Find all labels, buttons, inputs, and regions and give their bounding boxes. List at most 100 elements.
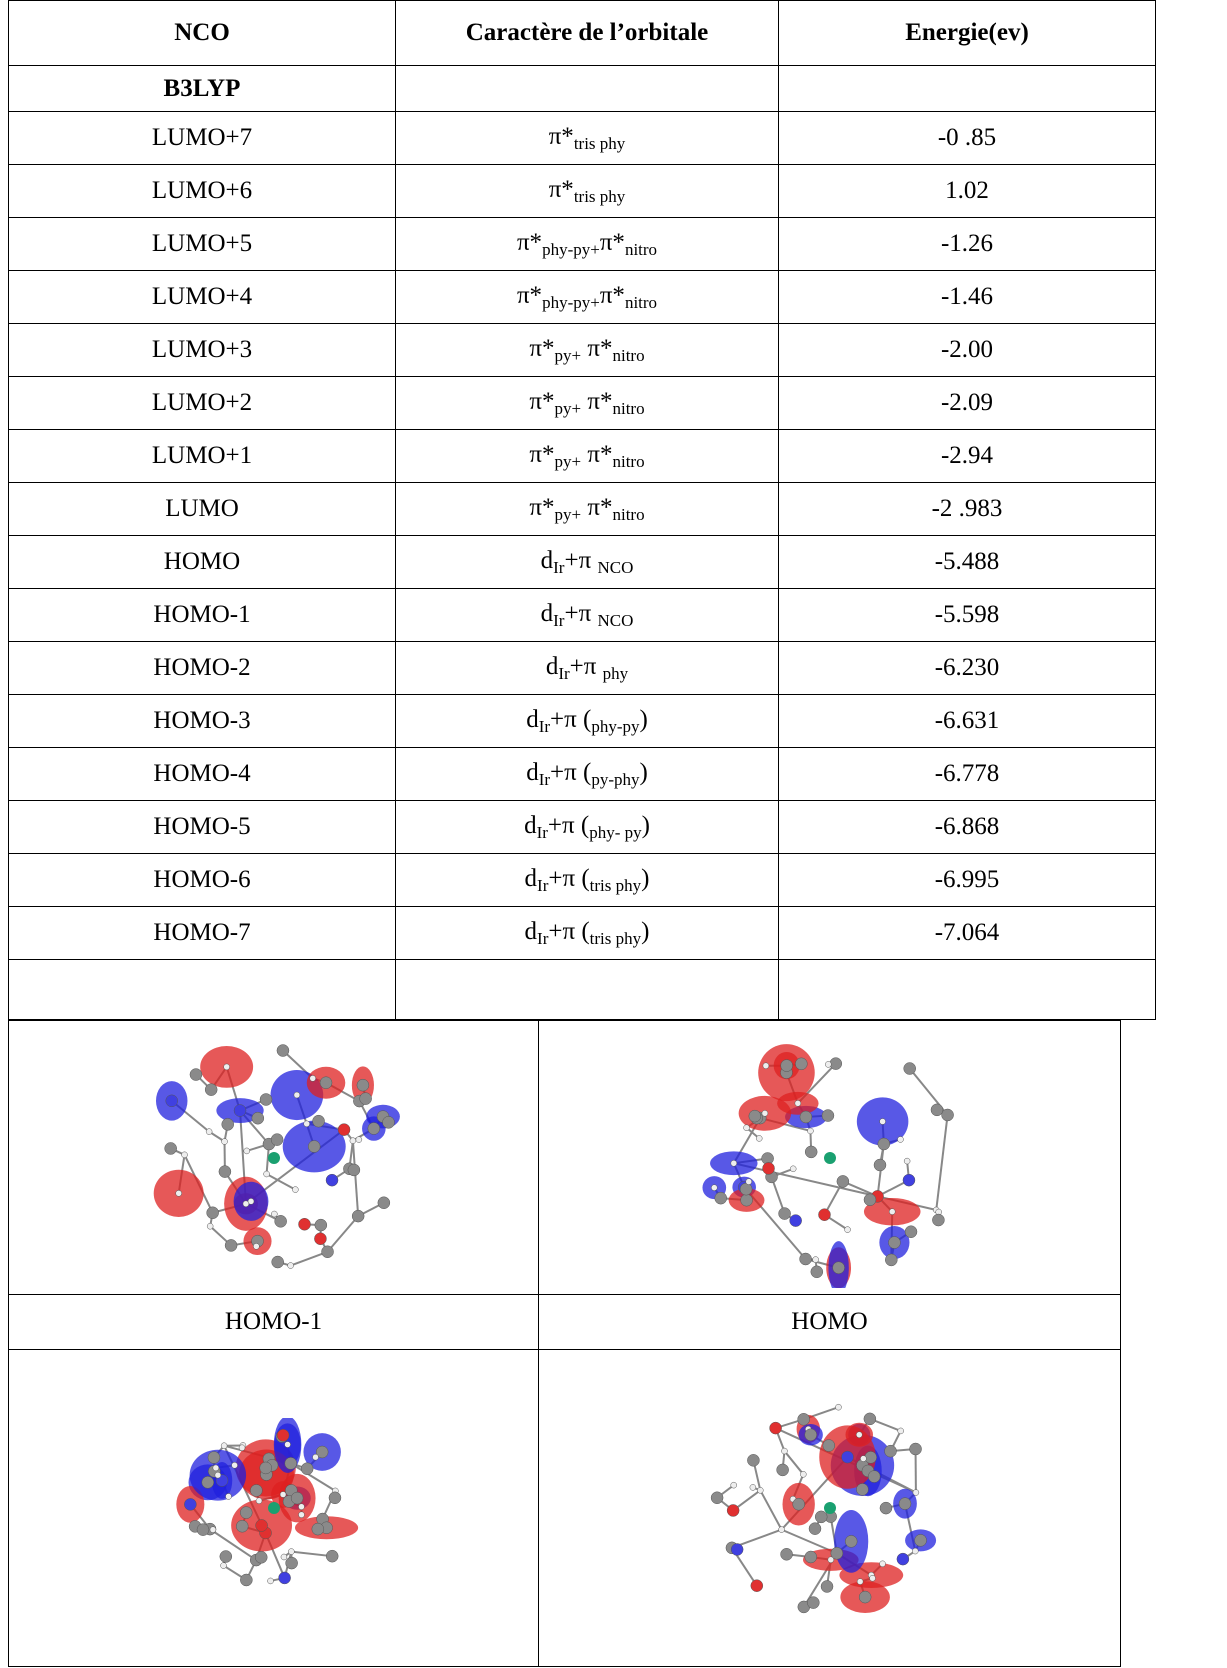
image-row bbox=[9, 1350, 1121, 1667]
atom bbox=[298, 1504, 304, 1510]
atom bbox=[795, 1057, 807, 1069]
atom bbox=[320, 1076, 332, 1088]
character-cell: dIr+π (tris phy) bbox=[396, 907, 779, 960]
character-text: d bbox=[524, 812, 537, 839]
empty-cell bbox=[9, 960, 396, 1020]
character-cell: π*py+ π*nitro bbox=[396, 483, 779, 536]
atom bbox=[164, 1142, 176, 1154]
atom bbox=[877, 1138, 889, 1150]
atom bbox=[780, 1548, 792, 1560]
character-text: +π bbox=[564, 547, 597, 574]
atom bbox=[271, 1256, 283, 1268]
character-subscript: Ir bbox=[537, 823, 548, 842]
caption-row: HOMO-1 HOMO bbox=[9, 1295, 1121, 1350]
energy-cell: -6.995 bbox=[779, 854, 1156, 907]
atom bbox=[243, 1147, 249, 1153]
atom bbox=[309, 1075, 315, 1081]
atom bbox=[355, 1136, 361, 1142]
character-subscript: py-phy bbox=[591, 770, 639, 789]
atom bbox=[825, 1061, 831, 1067]
atom bbox=[745, 1178, 751, 1184]
atom bbox=[889, 1208, 895, 1214]
atom bbox=[251, 1112, 263, 1124]
atom bbox=[740, 1194, 752, 1206]
orbital-image bbox=[144, 1033, 404, 1283]
character-subscript: Ir bbox=[558, 664, 569, 683]
atom bbox=[884, 1445, 896, 1457]
atom bbox=[231, 1462, 237, 1468]
character-text: d bbox=[526, 706, 539, 733]
atom bbox=[799, 1110, 811, 1122]
image-cell bbox=[9, 1021, 539, 1295]
atom bbox=[747, 1454, 759, 1466]
energy-cell: -7.064 bbox=[779, 907, 1156, 960]
atom bbox=[284, 1442, 290, 1448]
header-cell: Energie(ev) bbox=[779, 1, 1156, 66]
atom bbox=[201, 1476, 213, 1488]
metal-atom bbox=[268, 1502, 280, 1514]
atom bbox=[780, 1059, 792, 1071]
atom bbox=[184, 1498, 196, 1510]
atom bbox=[879, 1502, 891, 1514]
atom bbox=[914, 1534, 926, 1546]
atom bbox=[789, 1214, 801, 1226]
orbital-cell: LUMO+4 bbox=[9, 271, 396, 324]
character-subscript: phy- py bbox=[589, 823, 641, 842]
character-text: d bbox=[541, 600, 554, 627]
character-subscript: Ir bbox=[539, 770, 550, 789]
atom bbox=[864, 1451, 876, 1463]
atom bbox=[812, 1256, 818, 1262]
atom bbox=[314, 1232, 326, 1244]
energy-cell: -2 .983 bbox=[779, 483, 1156, 536]
character-subscript: py+ bbox=[555, 452, 582, 471]
orbital-cell: HOMO-5 bbox=[9, 801, 396, 854]
atom bbox=[328, 1492, 340, 1504]
character-subscript: phy-py bbox=[591, 717, 639, 736]
atom bbox=[207, 1223, 213, 1229]
character-subscript: phy-py+ bbox=[542, 293, 600, 312]
atom bbox=[797, 1413, 809, 1425]
atom bbox=[805, 1145, 817, 1157]
character-subscript: phy-py+ bbox=[542, 240, 600, 259]
atom bbox=[367, 1122, 379, 1134]
character-subscript: phy bbox=[603, 664, 629, 683]
orbital-image bbox=[164, 1418, 384, 1598]
orbital-cell: LUMO bbox=[9, 483, 396, 536]
orbital-cell: HOMO-6 bbox=[9, 854, 396, 907]
orbital-cell: LUMO+1 bbox=[9, 430, 396, 483]
atom bbox=[727, 1504, 739, 1516]
atom bbox=[212, 1465, 218, 1471]
atom bbox=[835, 1404, 841, 1410]
atom bbox=[807, 1597, 819, 1609]
atom bbox=[756, 1135, 762, 1141]
atom bbox=[311, 1523, 323, 1535]
empty-cell bbox=[779, 960, 1156, 1020]
atom bbox=[761, 1110, 767, 1116]
atom bbox=[349, 1137, 355, 1143]
atom bbox=[821, 1109, 833, 1121]
atom bbox=[905, 1225, 917, 1237]
character-cell: dIr+π phy bbox=[396, 642, 779, 695]
image-row bbox=[9, 1021, 1121, 1295]
method-cell: B3LYP bbox=[9, 66, 396, 112]
atom bbox=[359, 1092, 371, 1104]
character-text: ) bbox=[639, 759, 647, 786]
atom bbox=[902, 1174, 914, 1186]
atom bbox=[863, 1413, 875, 1425]
atom bbox=[284, 1457, 296, 1469]
atom bbox=[207, 1452, 219, 1464]
atom bbox=[250, 1484, 262, 1496]
atom bbox=[221, 1443, 227, 1449]
character-subscript: NCO bbox=[597, 611, 633, 630]
character-text: π* bbox=[600, 229, 625, 256]
empty-cell bbox=[779, 66, 1156, 112]
atom bbox=[291, 1492, 303, 1504]
atom bbox=[338, 1123, 350, 1135]
character-cell: dIr+π (py-phy) bbox=[396, 748, 779, 801]
caption-cell: HOMO bbox=[539, 1295, 1121, 1350]
atom bbox=[277, 1429, 289, 1441]
header-cell: NCO bbox=[9, 1, 396, 66]
